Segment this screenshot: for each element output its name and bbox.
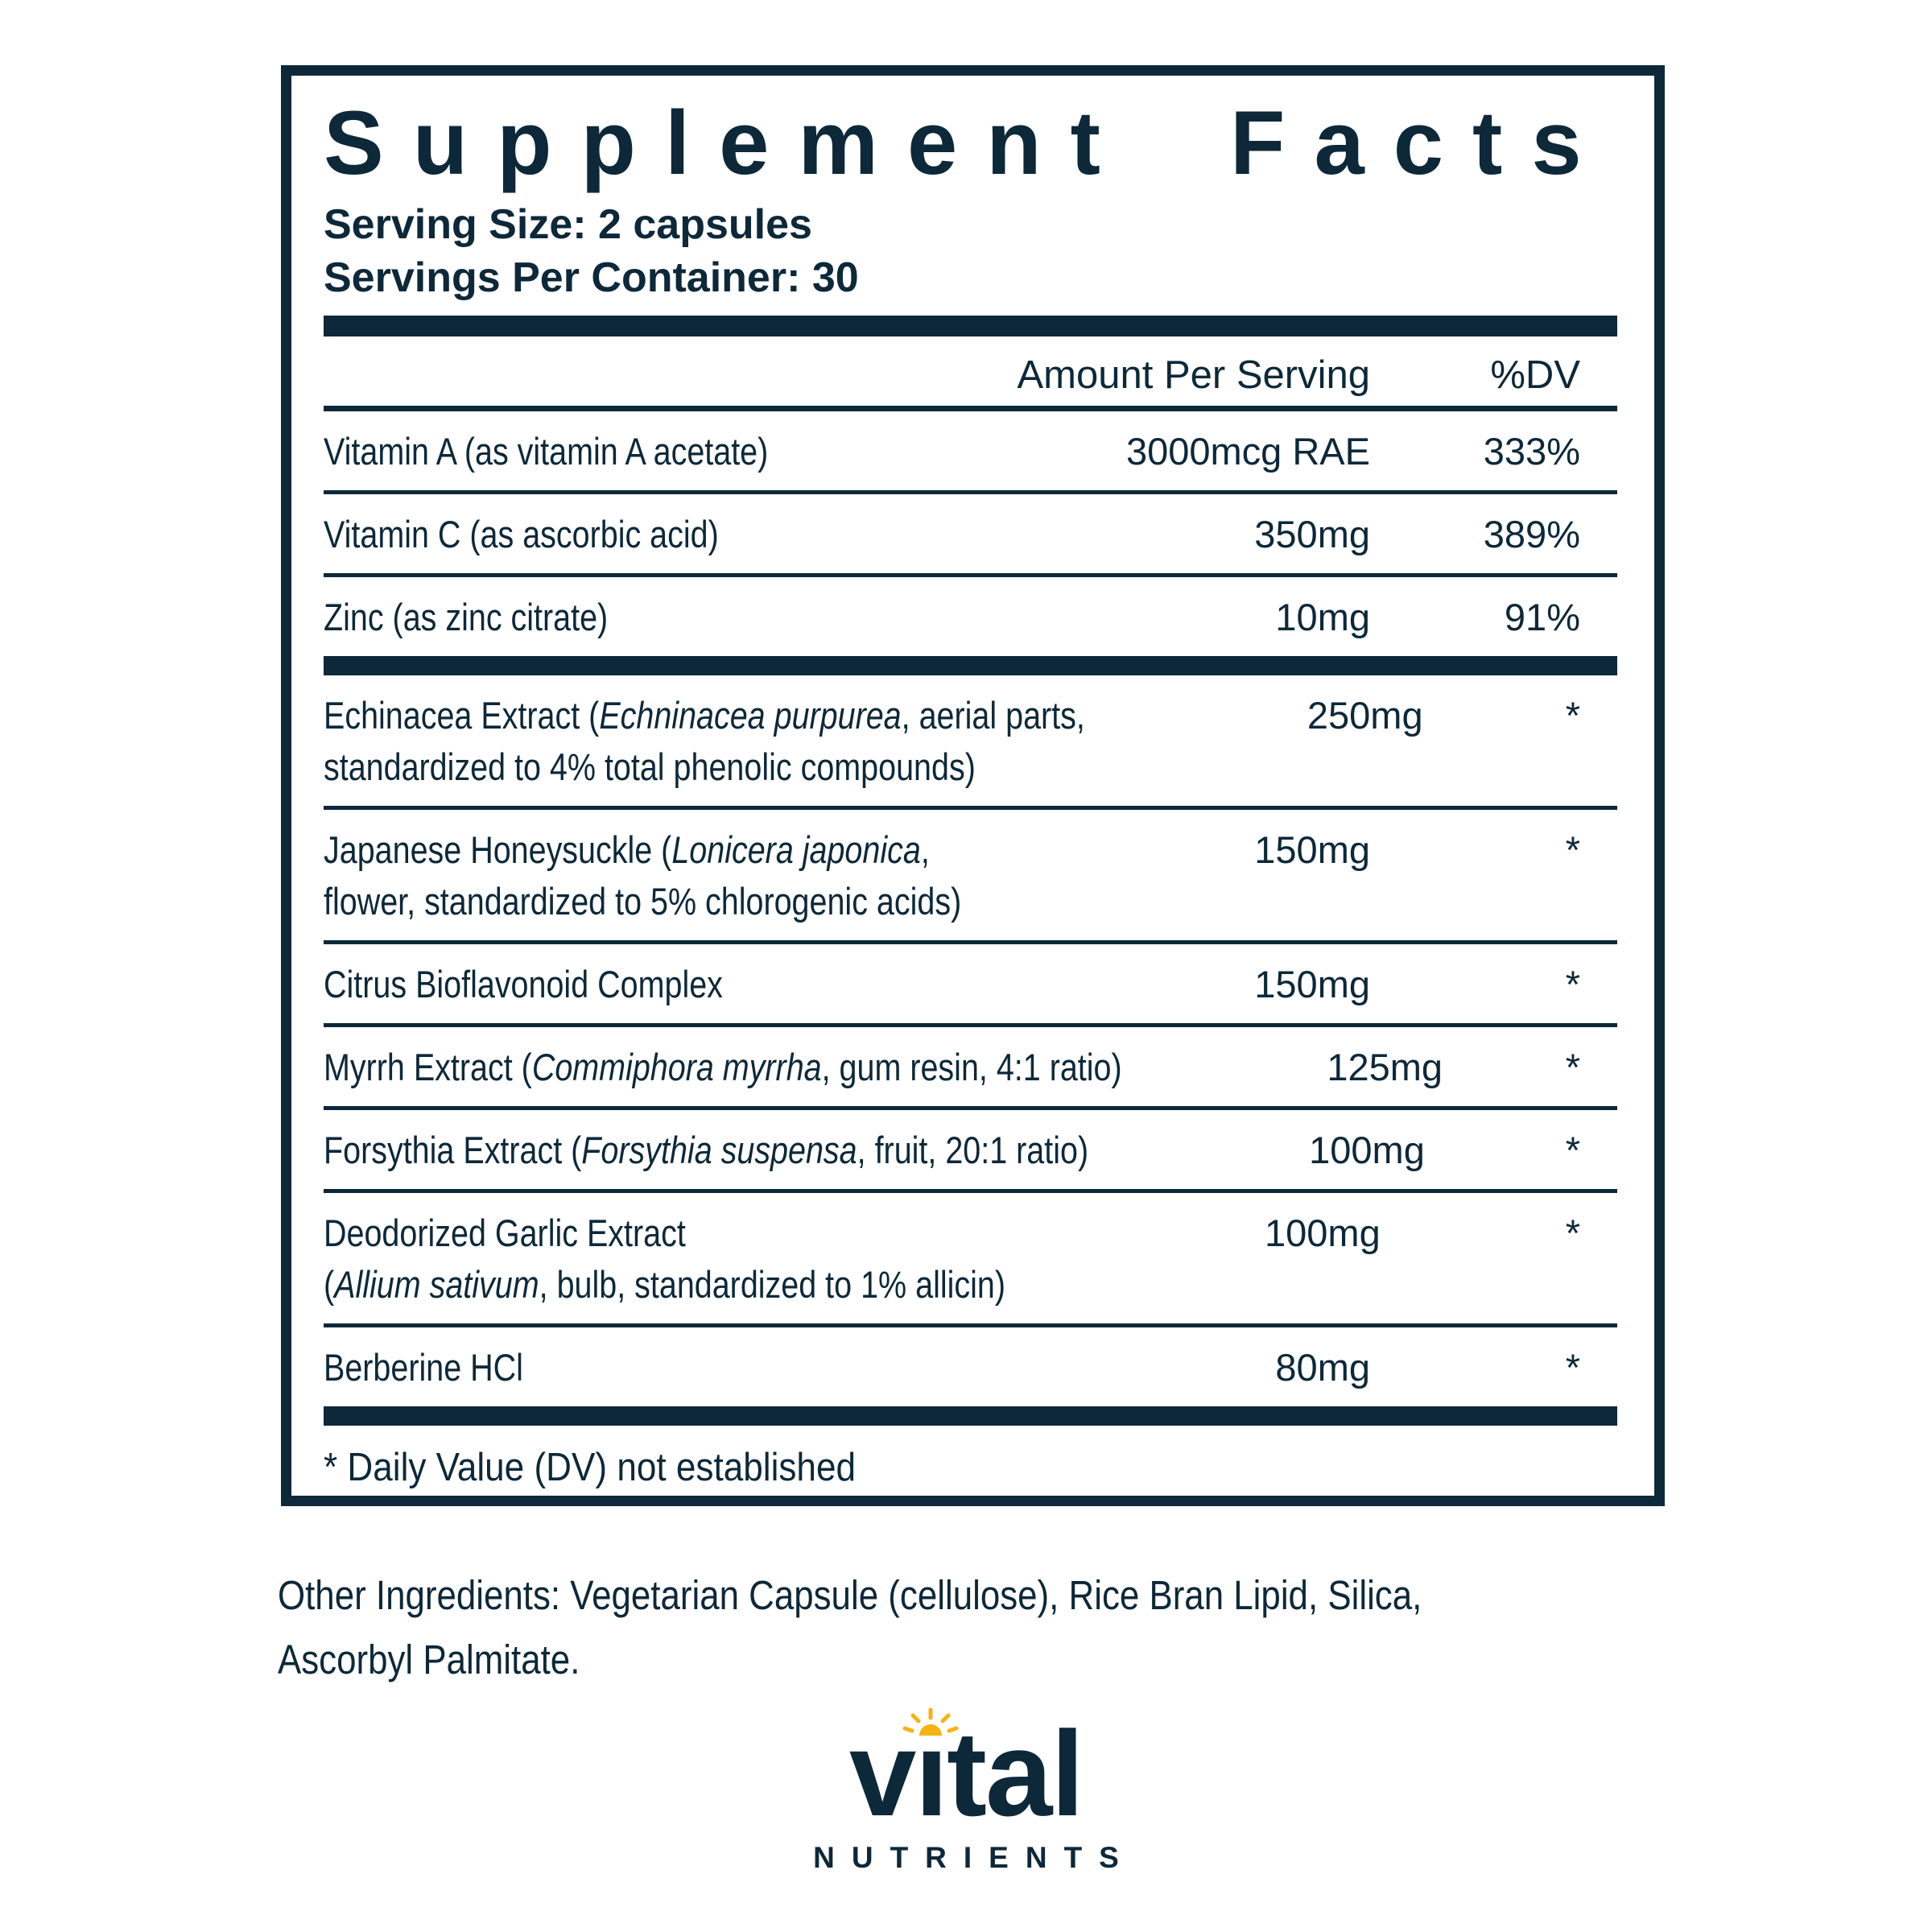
ingredient-name: Citrus Bioflavonoid Complex	[324, 959, 986, 1010]
ingredient-dv: *	[1565, 1129, 1580, 1171]
ingredient-name-text: Vitamin A (as vitamin A acetate)	[324, 430, 769, 473]
ingredient-name-text: flower, standardized to 5% chlorogenic a…	[324, 880, 962, 923]
panel-title: Supplement Facts	[324, 93, 1611, 193]
row-divider	[324, 940, 1617, 944]
ingredient-species: Forsythia suspensa	[581, 1129, 857, 1171]
ingredient-name: Berberine HCl	[324, 1342, 986, 1393]
ingredient-name-text: Deodorized Garlic Extract	[324, 1212, 686, 1254]
brand-letter: v	[848, 1706, 916, 1841]
table-row: Echinacea Extract (Echninacea purpurea, …	[324, 675, 1617, 806]
header-percent-dv: %DV	[1490, 353, 1580, 397]
ingredient-dv: *	[1565, 1046, 1580, 1088]
table-row: Zinc (as zinc citrate) 10mg 91%	[324, 577, 1617, 656]
section-divider-bar	[324, 316, 1617, 336]
ingredient-amount: 150mg	[1254, 963, 1370, 1005]
ingredient-name-text: ,	[920, 828, 930, 871]
section-divider-bar	[324, 1406, 1617, 1426]
ingredient-name-text: standardized to 4% total phenolic compou…	[324, 745, 976, 788]
ingredient-amount: 3000mcg RAE	[1125, 430, 1370, 473]
ingredient-species: Allium sativum	[334, 1263, 539, 1306]
serving-size: Serving Size: 2 capsules	[324, 201, 812, 248]
ingredient-name-text: Berberine HCl	[324, 1346, 523, 1389]
ingredient-species: Lonicera japonica	[671, 828, 921, 871]
ingredient-amount: 100mg	[1265, 1212, 1381, 1254]
ingredient-dv: *	[1565, 694, 1580, 737]
ingredient-name-text: Echinacea Extract (	[324, 694, 600, 737]
ingredient-amount: 10mg	[1275, 596, 1370, 638]
ingredient-dv: 91%	[1504, 596, 1580, 638]
ingredient-dv: *	[1565, 1212, 1580, 1254]
ingredient-amount: 100mg	[1309, 1129, 1425, 1171]
ingredient-dv: 389%	[1483, 513, 1580, 555]
ingredient-name-text: , aerial parts,	[901, 694, 1085, 737]
other-ingredients-line: Other Ingredients: Vegetarian Capsule (c…	[278, 1572, 1422, 1618]
ingredient-name-text: , bulb, standardized to 1% allicin)	[539, 1263, 1005, 1306]
ingredient-amount: 250mg	[1307, 694, 1423, 737]
ingredient-dv: 333%	[1483, 430, 1580, 473]
ingredient-name-text: Myrrh Extract (	[324, 1046, 532, 1088]
ingredient-amount: 150mg	[1254, 828, 1370, 871]
vital-nutrients-logo: v ıtal NUTRIENTS	[0, 1707, 1932, 1876]
table-row: Deodorized Garlic Extract (Allium sativu…	[324, 1193, 1617, 1323]
table-row: Vitamin A (as vitamin A acetate) 3000mcg…	[324, 411, 1617, 490]
brand-letter-i: ı	[902, 1707, 959, 1834]
row-divider	[324, 1023, 1617, 1027]
ingredient-name: Vitamin C (as ascorbic acid)	[324, 509, 986, 560]
ingredient-name-text: Forsythia Extract (	[324, 1129, 582, 1171]
other-ingredients: Other Ingredients: Vegetarian Capsule (c…	[278, 1563, 1422, 1692]
sun-icon	[902, 1707, 959, 1736]
table-row: Berberine HCl 80mg *	[324, 1327, 1617, 1406]
dv-footnote: * Daily Value (DV) not established	[324, 1446, 857, 1489]
ingredient-species: Echninacea purpurea	[599, 694, 902, 737]
nutrients-wordmark: NUTRIENTS	[813, 1841, 1136, 1874]
ingredient-name: Japanese Honeysuckle (Lonicera japonica,…	[324, 824, 986, 927]
section-divider-bar	[324, 656, 1617, 675]
ingredient-dv: *	[1565, 963, 1580, 1005]
header-amount-per-serving: Amount Per Serving	[1017, 353, 1371, 397]
row-divider	[324, 490, 1617, 494]
ingredient-amount: 80mg	[1275, 1346, 1370, 1389]
ingredient-name: Vitamin A (as vitamin A acetate)	[324, 426, 986, 477]
ingredient-name: Zinc (as zinc citrate)	[324, 592, 986, 643]
row-divider	[324, 1106, 1617, 1110]
ingredient-name-text: Zinc (as zinc citrate)	[324, 596, 609, 638]
row-divider	[324, 806, 1617, 810]
ingredient-name-text: Citrus Bioflavonoid Complex	[324, 963, 723, 1005]
other-ingredients-line: Ascorbyl Palmitate.	[278, 1637, 580, 1682]
row-divider	[324, 573, 1617, 577]
row-divider	[324, 1189, 1617, 1193]
table-row: Citrus Bioflavonoid Complex 150mg *	[324, 944, 1617, 1023]
ingredient-amount: 125mg	[1327, 1046, 1443, 1088]
table-row: Japanese Honeysuckle (Lonicera japonica,…	[324, 810, 1617, 940]
row-divider	[324, 1323, 1617, 1327]
table-header-row: Amount Per Serving %DV	[324, 336, 1617, 406]
ingredient-amount: 350mg	[1254, 513, 1370, 555]
brand-wordmark: v ıtal	[849, 1707, 1084, 1834]
ingredient-dv: *	[1565, 1346, 1580, 1389]
ingredient-name-text: (	[324, 1263, 335, 1306]
ingredient-dv: *	[1565, 828, 1580, 871]
ingredient-species: Commiphora myrrha	[531, 1046, 822, 1088]
ingredient-name: Deodorized Garlic Extract (Allium sativu…	[324, 1208, 1005, 1311]
table-row: Vitamin C (as ascorbic acid) 350mg 389%	[324, 494, 1617, 573]
ingredient-name: Myrrh Extract (Commiphora myrrha, gum re…	[324, 1042, 1122, 1093]
table-row: Forsythia Extract (Forsythia suspensa, f…	[324, 1110, 1617, 1189]
ingredient-name: Echinacea Extract (Echninacea purpurea, …	[324, 690, 1085, 793]
servings-per-container: Servings Per Container: 30	[324, 254, 859, 301]
table-row: Myrrh Extract (Commiphora myrrha, gum re…	[324, 1027, 1617, 1106]
ingredient-name-text: Vitamin C (as ascorbic acid)	[324, 513, 719, 555]
supplement-facts-panel: Supplement Facts Serving Size: 2 capsule…	[281, 65, 1665, 1506]
ingredient-name: Forsythia Extract (Forsythia suspensa, f…	[324, 1125, 1088, 1176]
serving-info: Serving Size: 2 capsules Servings Per Co…	[324, 198, 1617, 304]
ingredient-name-text: Japanese Honeysuckle (	[324, 828, 672, 871]
brand-letters: tal	[947, 1706, 1084, 1841]
header-divider	[324, 406, 1617, 411]
ingredient-name-text: , gum resin, 4:1 ratio)	[821, 1046, 1122, 1088]
ingredient-name-text: , fruit, 20:1 ratio)	[857, 1129, 1089, 1171]
